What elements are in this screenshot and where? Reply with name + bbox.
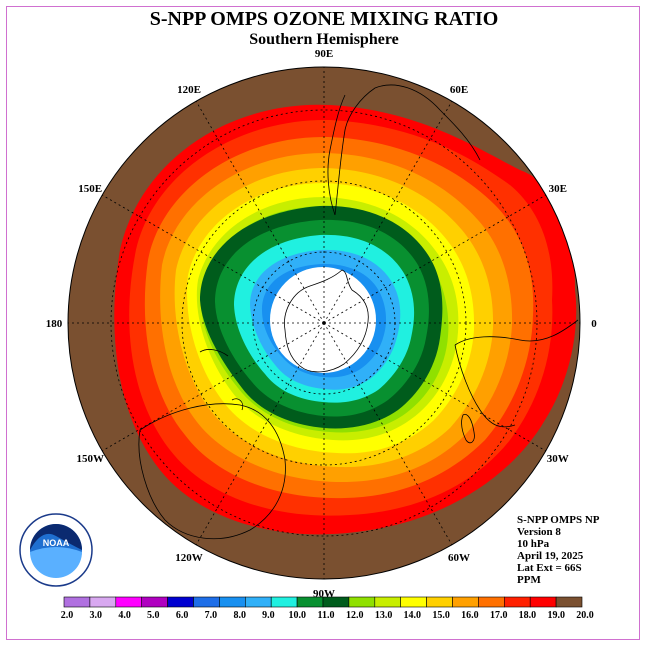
colorbar-label-1: 3.0 (90, 610, 103, 621)
colorbar-swatch-12 (374, 596, 401, 608)
colorbar-label-16: 18.0 (519, 610, 537, 621)
colorbar-swatch-13 (400, 596, 427, 608)
colorbar-swatch-18 (529, 596, 557, 608)
colorbar-swatch-10 (322, 596, 350, 608)
lon-label-7: 120E (177, 84, 201, 96)
latitude-circle-3 (110, 109, 538, 537)
page-title: S-NPP OMPS OZONE MIXING RATIO (149, 8, 499, 30)
colorbar-swatch-15 (452, 596, 479, 608)
colorbar-label-10: 12.0 (346, 610, 364, 621)
colorbar-swatch-16 (478, 596, 505, 608)
lon-label-6: 90E (315, 48, 333, 60)
info-units: PPM (517, 574, 541, 586)
lon-label-11: 120W (175, 552, 203, 564)
madagascar-coast (461, 413, 475, 444)
info-lat-ext: Lat Ext = 66S (517, 562, 582, 574)
lon-label-4: 30E (549, 183, 567, 195)
colorbar-swatch-19 (555, 596, 583, 608)
info-version: Version 8 (517, 526, 561, 538)
lon-label-2: 30W (547, 453, 569, 465)
colorbar-label-12: 14.0 (404, 610, 422, 621)
plot-frame (6, 6, 640, 640)
lon-label-1: 60W (448, 552, 470, 564)
antarctica-coast (284, 269, 369, 373)
colorbar-label-8: 10.0 (288, 610, 306, 621)
graticule (68, 67, 580, 579)
colorbar-label-18: 20.0 (576, 610, 594, 621)
colorbar-swatch-7 (245, 596, 272, 608)
logo-wave-icon (30, 547, 82, 578)
coastlines (138, 84, 579, 540)
south-america-coast (327, 84, 481, 216)
colorbar-swatch-3 (141, 596, 168, 608)
colorbar-label-15: 17.0 (490, 610, 508, 621)
lon-label-3: 0 (591, 318, 597, 330)
lon-label-5: 60E (450, 84, 468, 96)
lon-label-8: 150E (78, 183, 102, 195)
colorbar-label-14: 16.0 (461, 610, 479, 621)
colorbar-swatch-17 (503, 596, 531, 608)
new-zealand-coast (199, 349, 244, 411)
colorbar-label-9: 11.0 (318, 610, 335, 621)
colorbar-swatch-2 (115, 596, 143, 608)
map-outline (67, 66, 581, 580)
colorbar-swatch-5 (193, 596, 220, 608)
info-instrument: S-NPP OMPS NP (517, 514, 600, 526)
colorbar-label-2: 4.0 (118, 610, 131, 621)
colorbar-swatch-14 (426, 596, 453, 608)
colorbar-label-17: 19.0 (547, 610, 565, 621)
colorbar: 2.0 3.0 4.0 5.0 6.0 7.0 8.0 9.0 10.0 11.0 12.0 13.0… (61, 596, 594, 621)
colorbar-swatch-6 (219, 596, 246, 608)
colorbar-label-3: 5.0 (147, 610, 160, 621)
noaa-logo: NOAA (19, 513, 93, 587)
info-panel: S-NPP OMPS NP Version 8 10 hPa April 19,… (517, 514, 600, 586)
lon-label-9: 180 (46, 318, 63, 330)
colorbar-swatch-4 (167, 596, 194, 608)
colorbar-label-11: 13.0 (375, 610, 393, 621)
logo-text: NOAA (43, 538, 70, 548)
australia-coast (138, 403, 286, 540)
colorbar-label-7: 9.0 (262, 610, 275, 621)
africa-coast (454, 319, 579, 428)
colorbar-label-6: 8.0 (233, 610, 246, 621)
lon-label-10: 150W (76, 453, 104, 465)
colorbar-label-5: 7.0 (205, 610, 218, 621)
page-subtitle: Southern Hemisphere (249, 31, 399, 48)
colorbar-swatch-0 (63, 596, 91, 608)
info-date: April 19, 2025 (517, 550, 584, 562)
polar-data-gap (270, 267, 376, 373)
logo-bird-icon (30, 524, 82, 550)
info-level: 10 hPa (517, 538, 550, 550)
colorbar-label-13: 15.0 (432, 610, 450, 621)
colorbar-swatch-11 (348, 596, 376, 608)
colorbar-swatch-1 (89, 596, 117, 608)
colorbar-swatch-8 (270, 596, 298, 608)
colorbar-label-0: 2.0 (61, 610, 74, 621)
colorbar-swatch-9 (296, 596, 324, 608)
colorbar-label-4: 6.0 (176, 610, 189, 621)
